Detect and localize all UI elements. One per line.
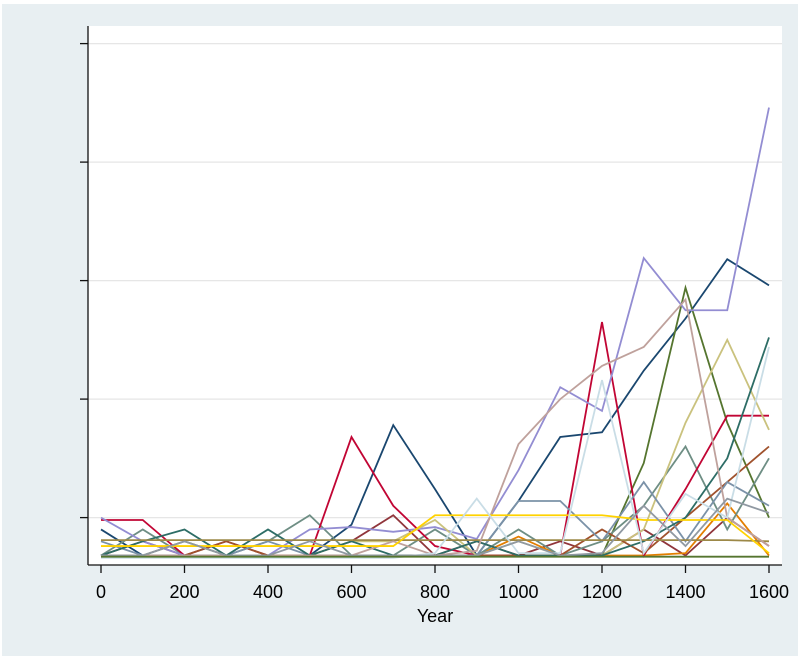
- series-line-gray: [101, 497, 770, 557]
- x-tick-label: 1600: [749, 582, 789, 602]
- plot-area: [88, 26, 782, 565]
- x-tick-label: 400: [253, 582, 283, 602]
- horizontal-gridlines: [88, 42, 782, 519]
- x-tick-label: 200: [169, 582, 199, 602]
- series-line-brown: [101, 539, 770, 543]
- x-axis-tick-labels: 0 200 400 600 800 1000 1200 1400 1600: [96, 582, 789, 602]
- x-tick-label: 600: [336, 582, 366, 602]
- series-line-bluishgray: [101, 346, 770, 559]
- x-axis-title: Year: [417, 606, 453, 626]
- x-tick-label: 800: [420, 582, 450, 602]
- x-tick-label: 1200: [582, 582, 622, 602]
- x-tick-label: 1400: [665, 582, 705, 602]
- series-lines: [100, 107, 770, 559]
- x-tick-label: 0: [96, 582, 106, 602]
- x-tick-label: 1000: [498, 582, 538, 602]
- axes: [80, 26, 782, 573]
